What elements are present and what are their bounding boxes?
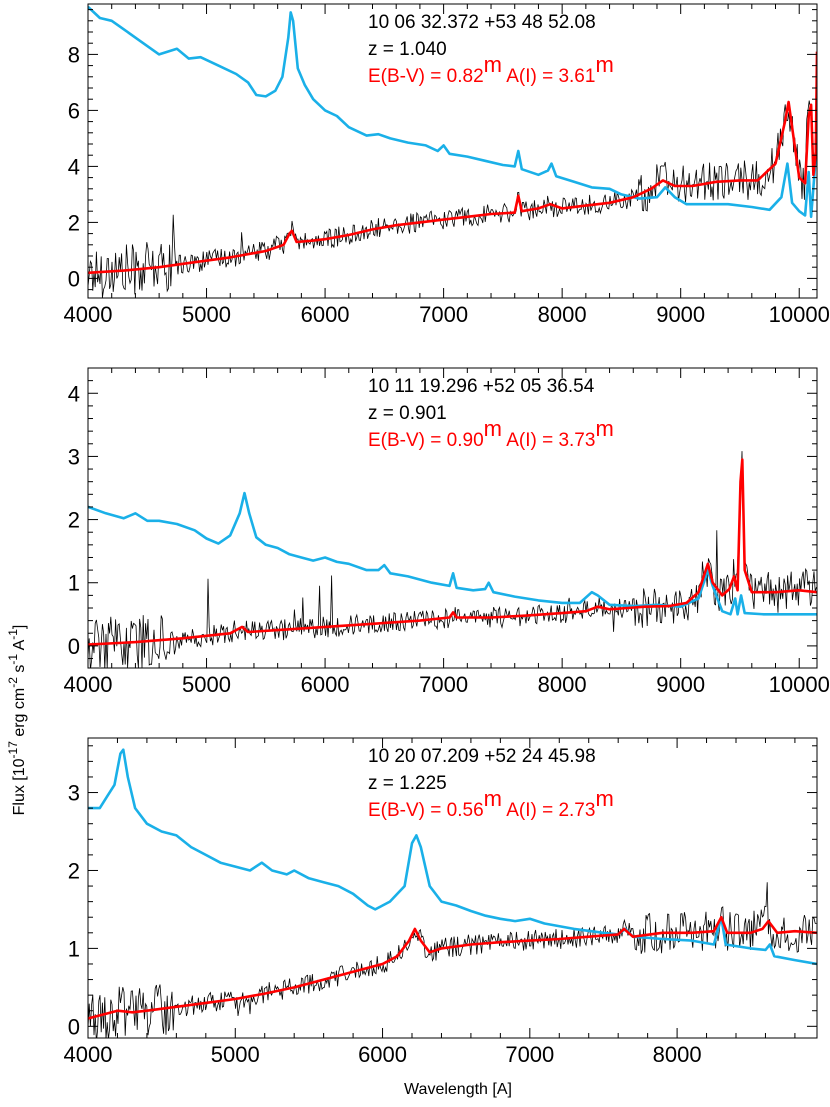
plot-frame bbox=[87, 737, 818, 1039]
object-coordinates: 10 06 32.372 +53 48 52.08 bbox=[368, 12, 596, 33]
x-tick-label: 7000 bbox=[419, 672, 468, 697]
y-axis-title: Flux [10-17 erg cm-2 s-1 A-1] bbox=[6, 625, 28, 816]
y-tick-label: 2 bbox=[68, 210, 80, 235]
x-tick-label: 8000 bbox=[538, 672, 587, 697]
reddened-fit-line bbox=[88, 51, 817, 275]
object-coordinates: 10 20 07.209 +52 24 45.98 bbox=[368, 746, 596, 767]
spectrum-panel-3: 4000 5000 6000 7000 8000 0 1 2 3 10 20 07.209 +52… bbox=[64, 737, 818, 1067]
template-spectrum-line bbox=[88, 748, 817, 966]
reddened-fit-line bbox=[88, 915, 817, 1020]
plot-frame bbox=[87, 3, 818, 299]
y-tick-label: 4 bbox=[68, 381, 80, 406]
y-tick-label: 2 bbox=[68, 508, 80, 533]
y-tick-label: 0 bbox=[68, 634, 80, 659]
y-tick-label: 1 bbox=[68, 936, 80, 961]
template-spectrum-line bbox=[88, 5, 817, 219]
x-tick-label: 7000 bbox=[505, 1042, 554, 1067]
x-tick-label: 9000 bbox=[656, 672, 705, 697]
x-tick-label: 5000 bbox=[182, 302, 231, 327]
x-tick-label: 9000 bbox=[656, 302, 705, 327]
x-tick-label: 7000 bbox=[419, 302, 468, 327]
extinction-label: E(B-V) = 0.82m A(I) = 3.61m bbox=[368, 52, 614, 87]
x-tick-label: 8000 bbox=[538, 302, 587, 327]
x-tick-label: 8000 bbox=[653, 1042, 702, 1067]
y-tick-label: 2 bbox=[68, 858, 80, 883]
y-tick-label: 1 bbox=[68, 571, 80, 596]
observed-spectrum-line bbox=[88, 882, 817, 1038]
extinction-label: E(B-V) = 0.90m A(I) = 3.73m bbox=[368, 416, 614, 451]
y-tick-label: 6 bbox=[68, 98, 80, 123]
x-tick-label: 6000 bbox=[358, 1042, 407, 1067]
template-spectrum-line bbox=[88, 491, 817, 616]
redshift-label: z = 1.040 bbox=[368, 39, 447, 60]
spectrum-panel-2: 4000 5000 6000 7000 8000 9000 10000 0 1 2 3 4 10 11 … bbox=[64, 367, 830, 697]
x-tick-label: 4000 bbox=[64, 1042, 113, 1067]
redshift-label: z = 1.225 bbox=[368, 773, 447, 794]
y-tick-label: 3 bbox=[68, 781, 80, 806]
x-tick-label: 10000 bbox=[769, 302, 830, 327]
reddened-fit-line bbox=[88, 458, 817, 646]
y-tick-label: 8 bbox=[68, 42, 80, 67]
x-tick-label: 5000 bbox=[182, 672, 231, 697]
plot-frame bbox=[87, 367, 818, 669]
observed-spectrum-line bbox=[88, 451, 817, 668]
x-tick-label: 6000 bbox=[301, 672, 350, 697]
observed-spectrum-line bbox=[88, 93, 817, 298]
x-tick-label: 10000 bbox=[769, 672, 830, 697]
redshift-label: z = 0.901 bbox=[368, 403, 447, 424]
y-tick-label: 0 bbox=[68, 266, 80, 291]
spectrum-panel-1: 4000 5000 6000 7000 8000 9000 10000 0 2 4 6 8 10 06 … bbox=[64, 3, 830, 327]
y-tick-label: 0 bbox=[68, 1014, 80, 1039]
x-axis-title: Wavelength [A] bbox=[404, 1081, 512, 1098]
y-tick-label: 3 bbox=[68, 444, 80, 469]
x-tick-label: 4000 bbox=[64, 672, 113, 697]
x-tick-label: 6000 bbox=[301, 302, 350, 327]
x-tick-label: 5000 bbox=[211, 1042, 260, 1067]
object-coordinates: 10 11 19.296 +52 05 36.54 bbox=[368, 376, 595, 397]
x-tick-label: 4000 bbox=[64, 302, 113, 327]
extinction-label: E(B-V) = 0.56m A(I) = 2.73m bbox=[368, 786, 614, 821]
y-tick-label: 4 bbox=[68, 154, 80, 179]
